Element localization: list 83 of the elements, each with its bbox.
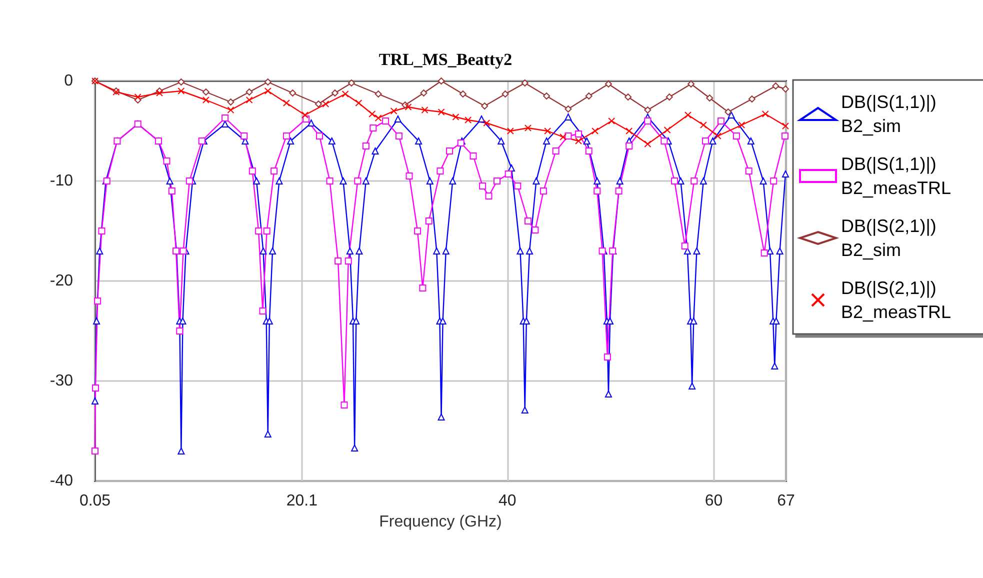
point	[227, 106, 234, 114]
legend-label: DB(|S(2,1)|) B2_measTRL	[841, 278, 952, 322]
y-tick-label: -20	[50, 272, 74, 290]
point	[772, 82, 780, 90]
point	[246, 96, 253, 104]
point	[227, 98, 234, 106]
point	[464, 116, 472, 124]
point	[355, 100, 362, 106]
chart-title: TRL_MS_Beatty2	[378, 50, 512, 69]
point	[282, 100, 290, 106]
point	[644, 106, 652, 114]
point	[782, 86, 789, 92]
point	[452, 114, 460, 120]
point	[585, 92, 592, 100]
point	[156, 90, 164, 96]
point	[483, 120, 490, 126]
point	[202, 88, 210, 96]
point	[524, 124, 532, 132]
x-tick-label: 67	[777, 492, 795, 510]
point	[368, 110, 376, 118]
point	[264, 88, 272, 94]
x-tick-label: 20.1	[286, 492, 318, 510]
point	[178, 88, 185, 94]
point	[421, 106, 428, 114]
point	[502, 90, 509, 98]
point	[700, 122, 707, 128]
point	[592, 128, 599, 134]
point	[560, 134, 567, 140]
point	[724, 108, 732, 116]
point	[348, 80, 355, 86]
x-tick-label: 40	[498, 492, 516, 510]
point	[331, 90, 338, 96]
point	[459, 90, 466, 98]
point	[390, 108, 398, 114]
point	[738, 122, 746, 128]
point	[374, 114, 382, 122]
legend-label: DB(|S(1,1)|) B2_measTRL	[841, 154, 952, 198]
point	[762, 110, 769, 118]
point	[604, 80, 612, 88]
point	[322, 100, 330, 108]
point	[688, 80, 695, 88]
y-tick-label: -40	[50, 472, 74, 490]
point	[706, 94, 714, 102]
point	[564, 106, 572, 112]
point	[402, 102, 409, 108]
point	[404, 104, 412, 110]
point	[748, 96, 756, 102]
point	[314, 100, 322, 108]
point	[481, 102, 488, 110]
legend-label: DB(|S(2,1)|) B2_sim	[841, 216, 942, 260]
x-tick-label: 0.05	[79, 492, 111, 510]
point	[438, 78, 445, 84]
point	[178, 78, 185, 86]
point	[521, 80, 528, 86]
point	[342, 90, 349, 98]
point	[289, 90, 296, 96]
point	[420, 90, 428, 96]
y-tick-label: -10	[50, 172, 74, 190]
point	[438, 108, 445, 116]
point	[302, 112, 309, 118]
point	[264, 78, 272, 86]
point	[644, 140, 652, 148]
y-tick-label: -30	[50, 372, 74, 390]
x-tick-label: 60	[704, 492, 723, 510]
point	[684, 112, 692, 118]
point	[575, 138, 582, 144]
point	[608, 118, 616, 124]
point	[782, 122, 789, 130]
point	[374, 90, 382, 98]
point	[134, 94, 142, 100]
point	[543, 92, 550, 100]
legend-label: DB(|S(1,1)|) B2_sim	[841, 92, 942, 136]
x-axis-title: Frequency (GHz)	[379, 513, 502, 530]
point	[202, 96, 210, 104]
point	[626, 128, 633, 134]
point	[544, 128, 552, 134]
point	[246, 88, 253, 96]
point	[664, 126, 671, 134]
y-tick-label: 0	[64, 72, 74, 90]
point	[506, 128, 514, 134]
point	[714, 132, 722, 140]
point	[666, 94, 673, 100]
point	[624, 94, 632, 100]
